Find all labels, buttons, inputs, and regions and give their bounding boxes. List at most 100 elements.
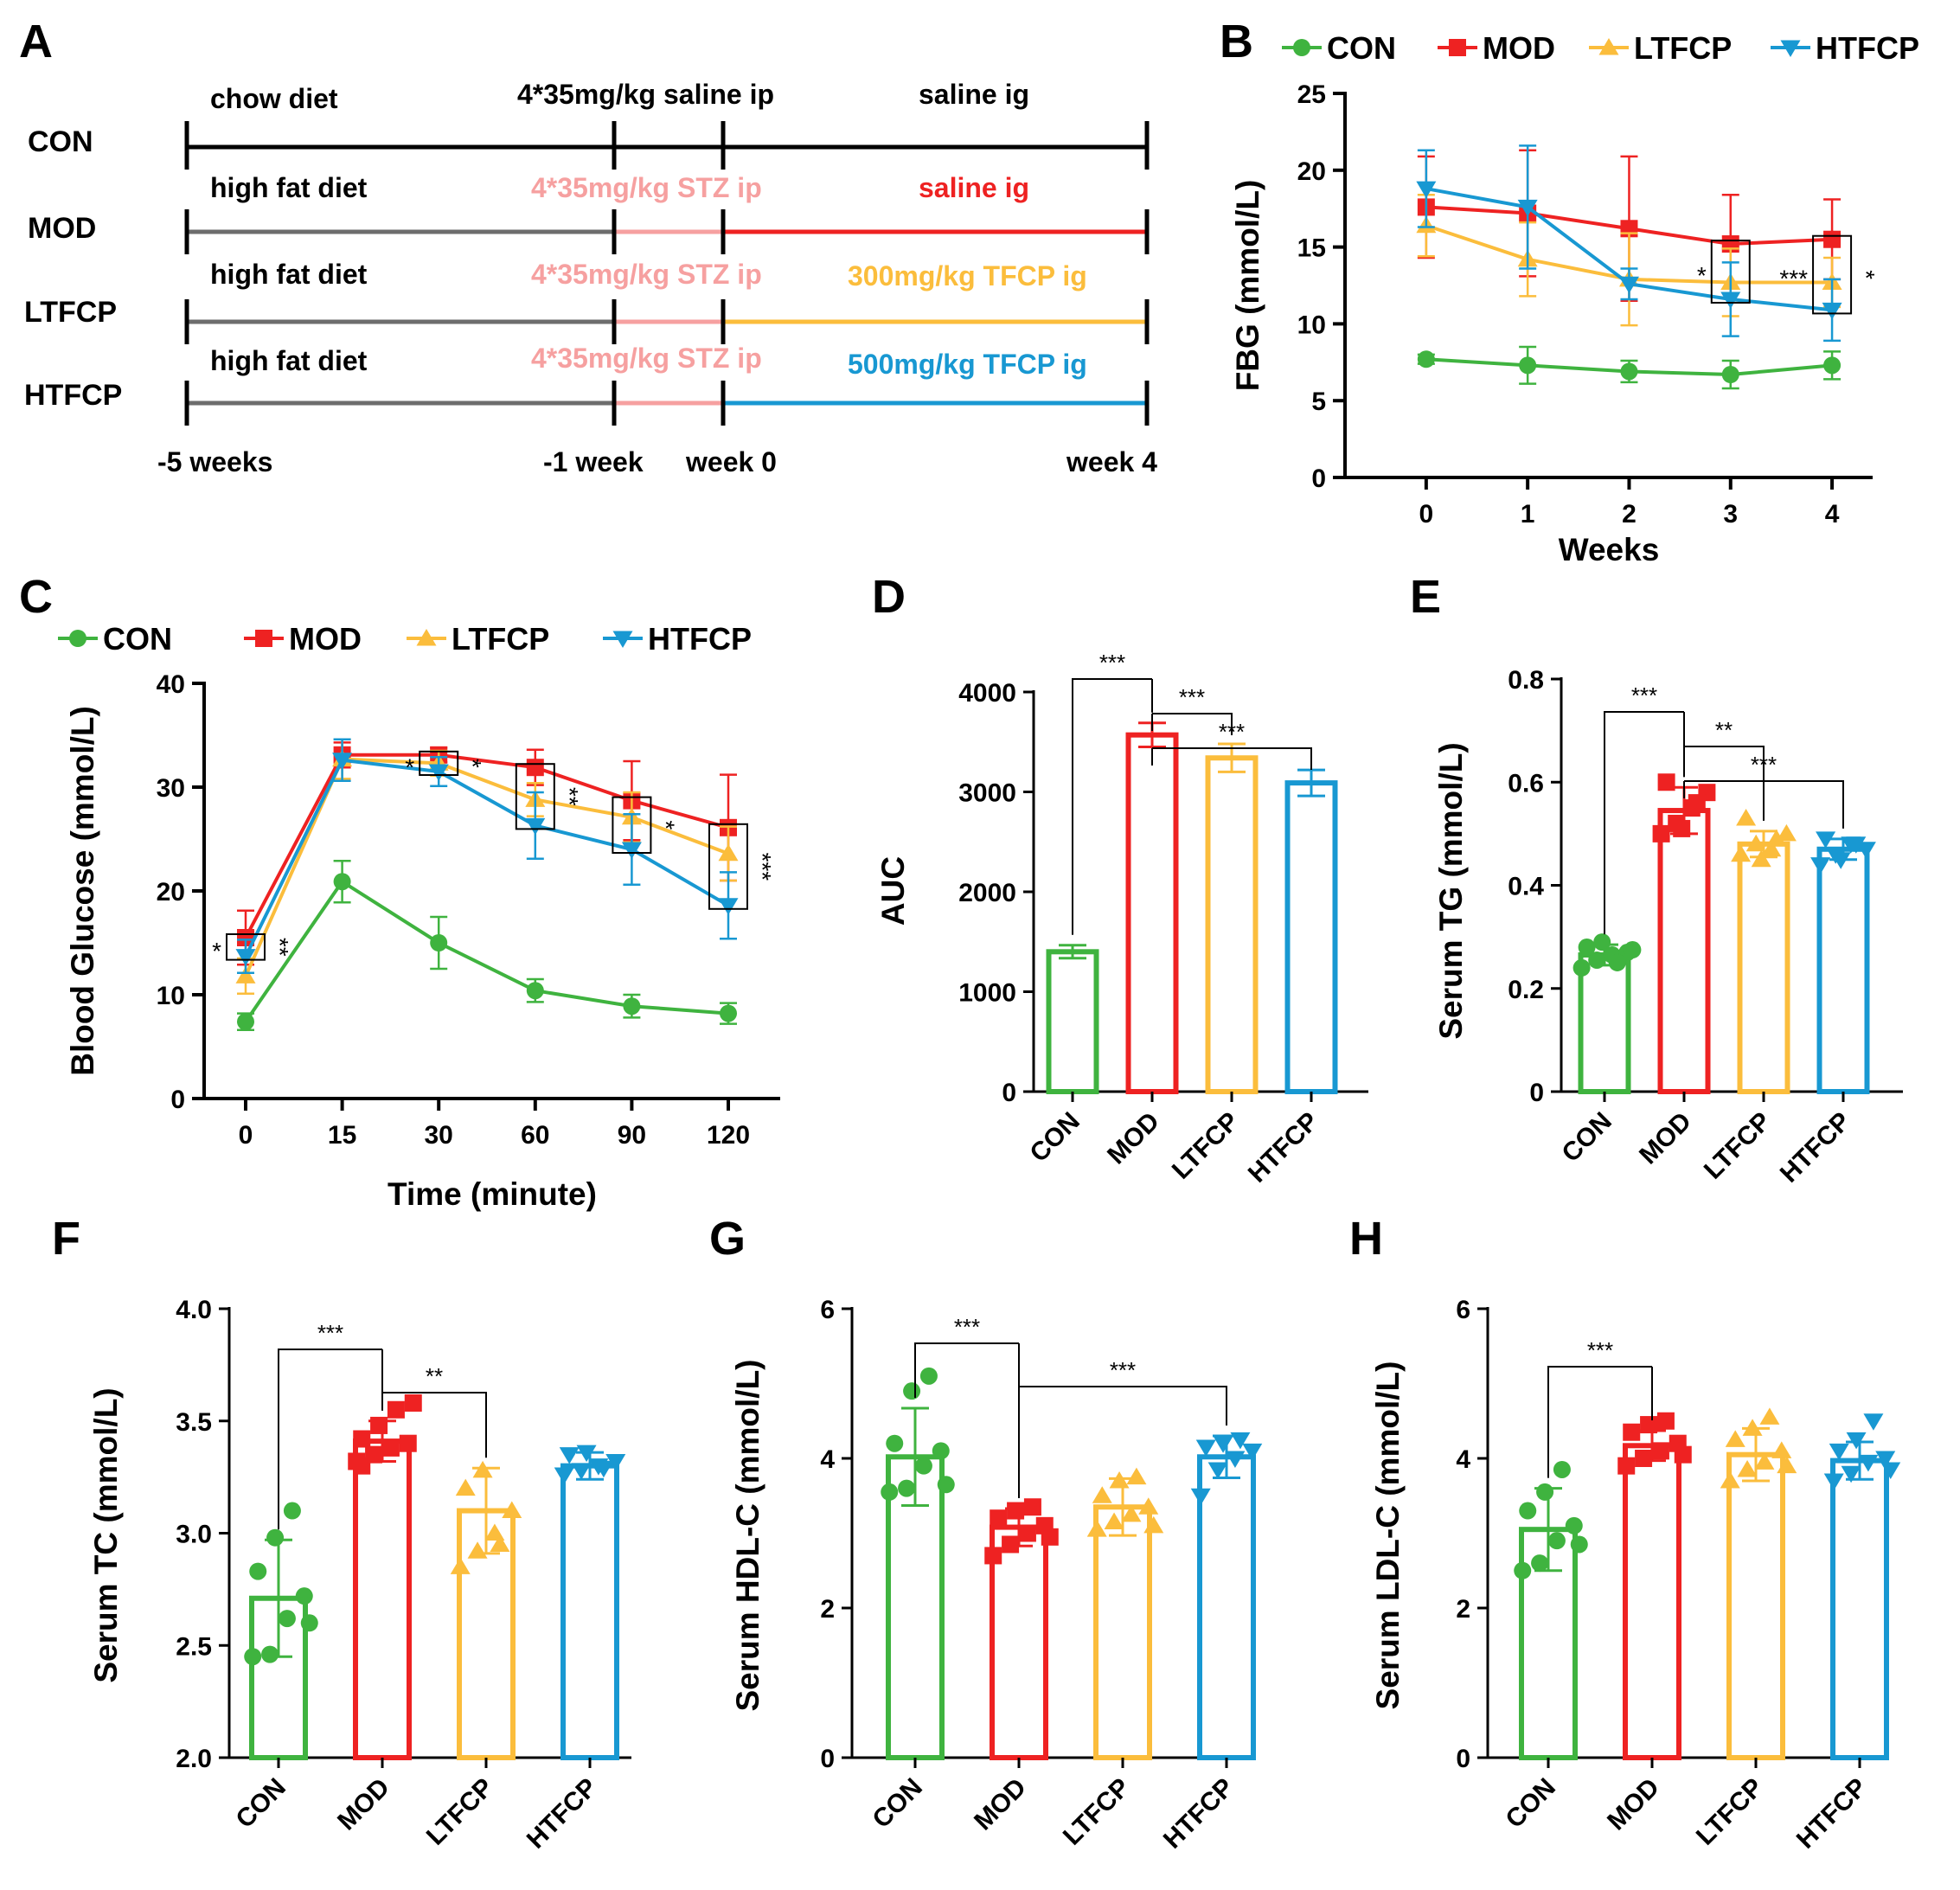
bar-con bbox=[1578, 951, 1631, 1095]
bar-htfcp bbox=[560, 1463, 619, 1761]
y-tick-label: 4 bbox=[820, 1445, 835, 1474]
data-point-htfcp bbox=[1242, 1443, 1263, 1461]
data-point-htfcp bbox=[571, 1463, 592, 1480]
y-axis-title: Serum TC (mmol/L) bbox=[88, 1387, 124, 1682]
data-point-con bbox=[1570, 1535, 1588, 1554]
bar-mod bbox=[1623, 1443, 1681, 1761]
x-tick-label: LTFCP bbox=[1691, 1773, 1769, 1851]
data-point-ltfcp bbox=[1777, 1456, 1797, 1474]
y-tick-label: 0 bbox=[1002, 1079, 1016, 1107]
significance-stars: *** bbox=[1219, 719, 1245, 745]
legend-marker-htfcp bbox=[1780, 40, 1801, 57]
data-point-htfcp bbox=[1855, 842, 1876, 859]
data-point-con bbox=[266, 1528, 285, 1547]
chart-g-serum-hdl: 0 2 4 6 Serum HDL-C (mmol/L) CON MOD LTFCP HTFCP… bbox=[730, 1296, 1263, 1855]
data-point-con bbox=[720, 1004, 737, 1022]
x-tick-label: 1 bbox=[1521, 500, 1535, 529]
chart-e-serum-tg: 0 0.2 0.4 0.6 0.8 Serum TG (mmol/L) CON MOD LTFC… bbox=[1433, 666, 1903, 1188]
series-line-con bbox=[244, 879, 729, 1023]
scheme-htfcp-phase1: high fat diet bbox=[210, 345, 368, 376]
data-point-ltfcp bbox=[1737, 1459, 1758, 1477]
data-point-con bbox=[1565, 1516, 1583, 1534]
data-point-htfcp bbox=[1846, 836, 1867, 854]
data-point-ltfcp bbox=[1754, 1452, 1775, 1470]
legend-marker-mod bbox=[1449, 39, 1466, 56]
data-point-con bbox=[1553, 1460, 1571, 1478]
data-point-ltfcp bbox=[1766, 829, 1787, 847]
bar-htfcp bbox=[1830, 1458, 1889, 1760]
data-point-ltfcp bbox=[1751, 849, 1771, 868]
bar-ltfcp bbox=[1726, 1451, 1785, 1761]
data-point-ltfcp bbox=[450, 1557, 471, 1574]
data-point-ltfcp bbox=[718, 843, 739, 862]
data-point-con bbox=[898, 1479, 916, 1497]
significance-stars: * bbox=[212, 938, 221, 964]
x-tick-label: HTFCP bbox=[522, 1773, 603, 1855]
legend-label-htfcp: HTFCP bbox=[1816, 30, 1919, 66]
y-tick-label: 4000 bbox=[958, 679, 1016, 708]
data-point-con bbox=[919, 1367, 938, 1385]
significance-stars: *** bbox=[317, 1320, 343, 1346]
panel-letter-c: C bbox=[19, 571, 53, 623]
y-tick-label: 4.0 bbox=[176, 1296, 212, 1324]
scheme-ltfcp-phase2: 4*35mg/kg STZ ip bbox=[531, 259, 762, 290]
data-point-htfcp bbox=[1863, 1413, 1884, 1431]
data-point-ltfcp bbox=[1086, 1520, 1107, 1537]
bar-ltfcp bbox=[1205, 755, 1259, 1094]
data-point-ltfcp bbox=[1104, 1512, 1124, 1530]
scheme-ltfcp-phase1: high fat diet bbox=[210, 259, 368, 290]
data-point-con bbox=[244, 1648, 262, 1666]
data-point-mod bbox=[1657, 773, 1675, 791]
y-axis-title: Serum LDL-C (mmol/L) bbox=[1370, 1361, 1406, 1710]
x-tick-label: MOD bbox=[1102, 1107, 1165, 1170]
bar-htfcp bbox=[1284, 780, 1338, 1094]
data-point-mod bbox=[1002, 1535, 1020, 1554]
data-point-con bbox=[1536, 1483, 1554, 1501]
data-point-ltfcp bbox=[1720, 1470, 1740, 1489]
y-tick-label: 0.4 bbox=[1508, 873, 1544, 901]
data-point-ltfcp bbox=[467, 1541, 488, 1559]
data-point-ltfcp bbox=[502, 1501, 522, 1519]
data-point-htfcp bbox=[1829, 1443, 1849, 1461]
data-point-htfcp bbox=[1195, 1439, 1216, 1458]
significance-stars: * bbox=[652, 820, 679, 830]
legend-label-con: CON bbox=[1327, 30, 1396, 66]
data-point-mod bbox=[990, 1509, 1008, 1528]
data-point-con bbox=[623, 997, 641, 1015]
data-point-con bbox=[1608, 953, 1626, 971]
x-tick-label: CON bbox=[867, 1773, 927, 1834]
timeline-label-week0: week 0 bbox=[685, 446, 777, 477]
data-point-htfcp bbox=[1230, 1432, 1251, 1450]
y-tick-label: 0 bbox=[1456, 1745, 1470, 1773]
panel-letter-e: E bbox=[1410, 571, 1441, 623]
significance-bracket bbox=[1710, 240, 1751, 304]
y-tick-label: 5 bbox=[1311, 388, 1326, 416]
data-point-htfcp bbox=[1846, 1432, 1867, 1450]
data-point-con bbox=[1417, 350, 1435, 368]
y-axis-title: FBG (mmol/L) bbox=[1230, 180, 1265, 392]
data-point-htfcp bbox=[554, 1467, 574, 1485]
timeline-label-stz: -1 week bbox=[543, 446, 644, 477]
legend-label-con: CON bbox=[103, 621, 172, 657]
y-tick-label: 6 bbox=[1456, 1296, 1470, 1324]
x-tick-label: MOD bbox=[1634, 1107, 1697, 1170]
data-point-con bbox=[237, 1013, 254, 1031]
bar-con bbox=[1046, 949, 1099, 1095]
significance-stars: * bbox=[1853, 270, 1880, 279]
data-point-htfcp bbox=[1810, 857, 1831, 875]
bar-mod bbox=[1657, 808, 1711, 1094]
legend-label-htfcp: HTFCP bbox=[648, 621, 752, 657]
chart-f-serum-tc: 2.0 2.5 3.0 3.5 4.0 Serum TC (mmol/L) CON MOD LT… bbox=[88, 1296, 631, 1855]
y-tick-label: 20 bbox=[157, 878, 185, 907]
scheme-mod-phase2: 4*35mg/kg STZ ip bbox=[531, 172, 762, 203]
data-point-htfcp bbox=[428, 764, 449, 781]
data-point-mod bbox=[237, 929, 254, 946]
data-point-mod bbox=[1640, 1416, 1658, 1434]
legend-label-ltfcp: LTFCP bbox=[1634, 30, 1732, 66]
scheme-group-mod: MOD bbox=[28, 212, 96, 245]
data-point-mod bbox=[1018, 1524, 1036, 1542]
data-point-con bbox=[333, 873, 351, 891]
y-tick-label: 6 bbox=[820, 1296, 835, 1324]
legend-label-mod: MOD bbox=[1483, 30, 1555, 66]
